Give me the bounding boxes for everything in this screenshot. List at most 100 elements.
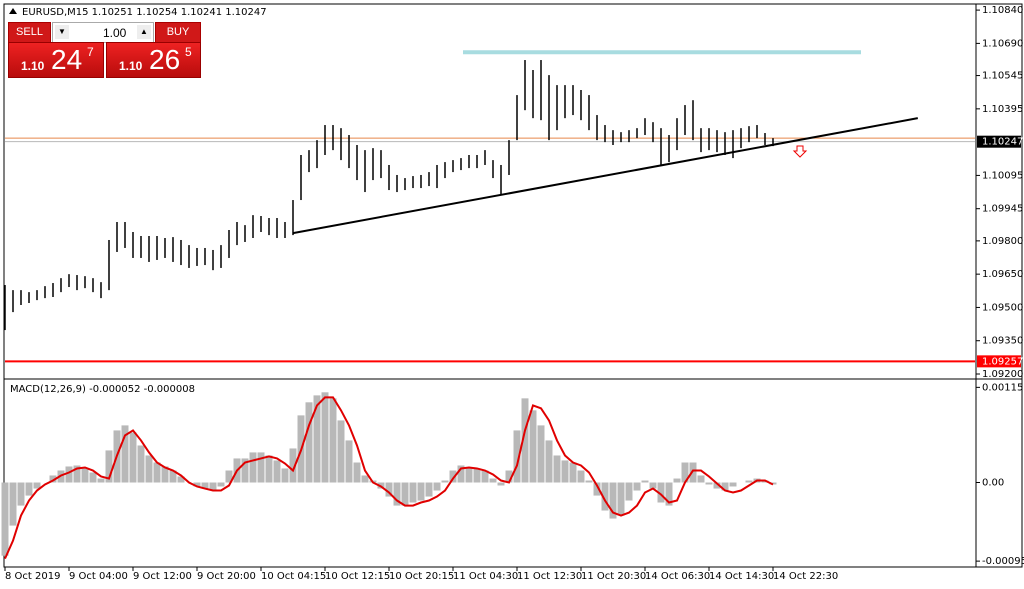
histogram-bar: [209, 482, 217, 491]
histogram-bar: [345, 440, 353, 483]
x-tick-label: 9 Oct 04:00: [69, 571, 128, 582]
histogram-bar: [585, 480, 593, 483]
histogram-bar: [529, 410, 537, 483]
x-tick-label: 14 Oct 22:30: [773, 571, 838, 582]
y-tick-label: 1.09945: [982, 204, 1023, 215]
histogram-bar: [313, 395, 321, 483]
x-tick-label: 10 Oct 12:15: [325, 571, 390, 582]
histogram-bar: [97, 478, 105, 483]
histogram-bar: [361, 475, 369, 483]
histogram-bar: [353, 462, 361, 483]
histogram-bar: [9, 482, 17, 526]
histogram-bar: [593, 482, 601, 496]
histogram-bar: [89, 472, 97, 483]
histogram-bar: [609, 482, 617, 519]
buy-quote[interactable]: 1.10 26 5: [106, 42, 201, 78]
histogram-bar: [49, 475, 57, 483]
histogram-bar: [177, 476, 185, 483]
histogram-bar: [673, 478, 681, 483]
histogram-bar: [505, 470, 513, 483]
histogram-bar: [713, 482, 721, 489]
y-tick-label: -0.000951: [982, 556, 1024, 567]
histogram-bar: [265, 455, 273, 483]
spin-up[interactable]: ▲: [137, 25, 151, 39]
histogram-bar: [65, 466, 73, 483]
quote-main: 24: [51, 44, 83, 75]
histogram-bar: [105, 450, 113, 483]
volume-box: ▼ 1.00 ▲: [52, 22, 154, 43]
sell-quote[interactable]: 1.10 24 7: [8, 42, 104, 78]
histogram-bar: [33, 482, 41, 489]
spin-down[interactable]: ▼: [55, 25, 69, 39]
histogram-bar: [521, 398, 529, 483]
y-tick-label: 1.09800: [982, 236, 1023, 247]
histogram-bar: [289, 448, 297, 483]
histogram-bar: [121, 425, 129, 483]
histogram-bar: [721, 482, 729, 491]
histogram-bar: [25, 482, 33, 496]
histogram-bar: [409, 482, 417, 503]
x-tick-label: 9 Oct 12:00: [133, 571, 192, 582]
trade-panel: SELL ▼ 1.00 ▲ BUY 1.10 24 7 1.10 26 5: [8, 22, 201, 78]
histogram-bar: [129, 432, 137, 483]
histogram-bar: [545, 440, 553, 483]
histogram-bar: [425, 482, 433, 497]
x-tick-label: 11 Oct 04:30: [453, 571, 518, 582]
x-tick-label: 14 Oct 14:30: [709, 571, 774, 582]
histogram-bar: [625, 482, 633, 501]
histogram-bar: [601, 482, 609, 511]
histogram-bar: [201, 482, 209, 489]
histogram-bar: [153, 462, 161, 483]
histogram-bar: [257, 452, 265, 483]
histogram-bar: [417, 482, 425, 501]
quote-prefix: 1.10: [21, 59, 45, 73]
histogram-bar: [193, 482, 201, 487]
menu-icon: [9, 8, 17, 14]
y-tick-label: 1.09350: [982, 336, 1023, 347]
y-tick-label: 1.09200: [982, 369, 1023, 380]
x-tick-label: 11 Oct 12:30: [517, 571, 582, 582]
histogram-bar: [473, 468, 481, 483]
histogram-bar: [137, 445, 145, 483]
histogram-bar: [449, 470, 457, 483]
histogram-bar: [441, 480, 449, 483]
sell-arrow: [792, 145, 808, 158]
buy-button[interactable]: BUY: [155, 22, 201, 43]
x-tick-label: 10 Oct 20:15: [389, 571, 454, 582]
y-tick-label: 1.09650: [982, 269, 1023, 280]
y-tick-label: 1.10545: [982, 71, 1023, 82]
histogram-bar: [241, 458, 249, 483]
histogram-bar: [273, 460, 281, 483]
histogram-bar: [73, 465, 81, 483]
y-tick-label: 0.00: [982, 478, 1004, 489]
y-tick-label: 1.10840: [982, 5, 1023, 16]
histogram-bar: [393, 482, 401, 506]
histogram-bar: [329, 398, 337, 483]
quote-point: 7: [87, 45, 94, 59]
histogram-bar: [225, 470, 233, 483]
histogram-bar: [1, 482, 9, 556]
price-tag: 1.09257: [982, 356, 1023, 367]
histogram-bar: [481, 470, 489, 483]
histogram-bar: [577, 470, 585, 483]
histogram-bar: [681, 462, 689, 483]
histogram-bar: [745, 480, 753, 483]
volume[interactable]: 1.00: [103, 26, 127, 40]
histogram-bar: [433, 482, 441, 491]
histogram-bar: [513, 430, 521, 483]
histogram-bar: [561, 460, 569, 483]
histogram-bar: [497, 482, 505, 486]
histogram-bar: [385, 482, 393, 497]
histogram-bar: [641, 480, 649, 483]
histogram-bar: [465, 468, 473, 483]
histogram-bar: [145, 455, 153, 483]
histogram-bar: [305, 402, 313, 483]
x-tick-label: 10 Oct 04:15: [261, 571, 326, 582]
signal-line: [4, 396, 774, 560]
frame: [3, 3, 1023, 568]
x-tick-label: 8 Oct 2019: [5, 571, 60, 582]
histogram-bar: [729, 482, 737, 487]
x-tick-label: 9 Oct 20:00: [197, 571, 256, 582]
sell-button[interactable]: SELL: [8, 22, 51, 43]
